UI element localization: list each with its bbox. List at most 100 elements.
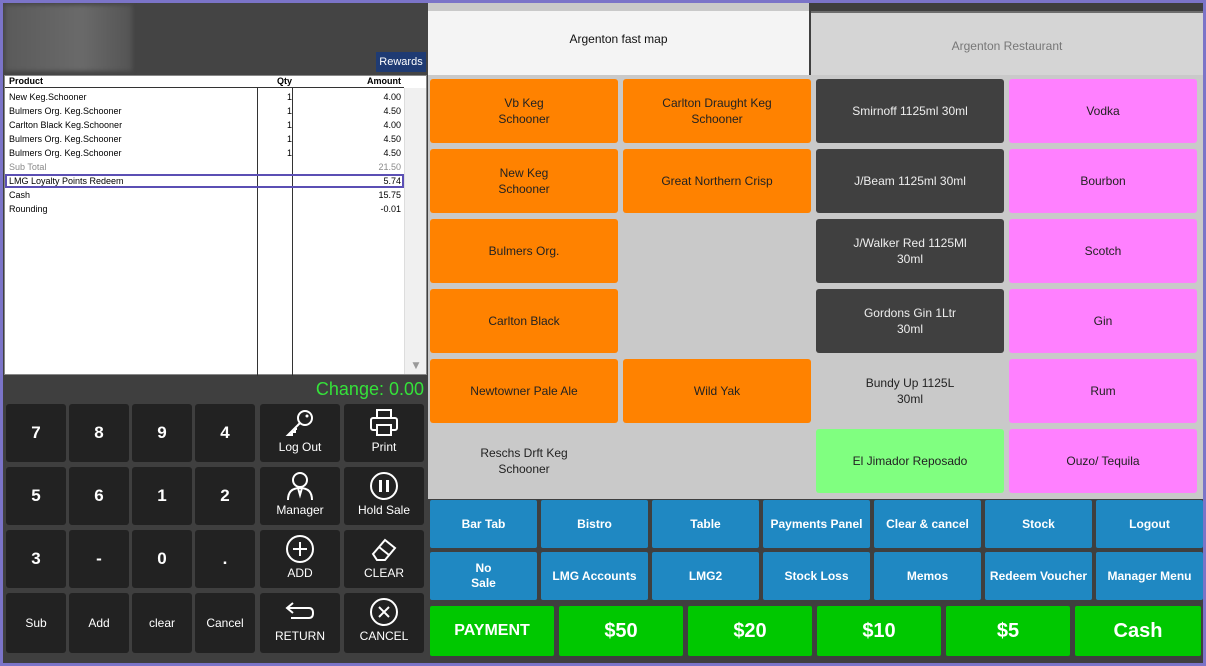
tab-argenton-restaurant[interactable]: Argenton Restaurant xyxy=(811,13,1203,75)
receipt-row[interactable]: Bulmers Org. Keg.Schooner 1 4.50 xyxy=(5,132,404,146)
key-7[interactable]: 7 xyxy=(6,404,66,462)
product-newtowner-pale-ale[interactable]: Newtowner Pale Ale xyxy=(430,359,618,423)
payment-button[interactable]: PAYMENT xyxy=(430,606,554,656)
row-amount: 15.75 xyxy=(378,190,401,200)
product-smirnoff[interactable]: Smirnoff 1125ml 30ml xyxy=(816,79,1004,143)
stock-button[interactable]: Stock xyxy=(985,500,1092,548)
key-clear[interactable]: clear xyxy=(132,593,192,653)
row-amount: 21.50 xyxy=(378,162,401,172)
pay-20-button[interactable]: $20 xyxy=(688,606,812,656)
key-5[interactable]: 5 xyxy=(6,467,66,525)
key-1[interactable]: 1 xyxy=(132,467,192,525)
cash-row[interactable]: Cash 15.75 xyxy=(5,188,404,202)
product-bulmers-org[interactable]: Bulmers Org. xyxy=(430,219,618,283)
pay-10-button[interactable]: $10 xyxy=(817,606,941,656)
hold-sale-label: Hold Sale xyxy=(357,503,411,517)
key-3[interactable]: 3 xyxy=(6,530,66,588)
no-sale-button[interactable]: No Sale xyxy=(430,552,537,600)
key-minus[interactable]: - xyxy=(69,530,129,588)
key-4[interactable]: 4 xyxy=(195,404,255,462)
receipt-row[interactable]: Bulmers Org. Keg.Schooner 1 4.50 xyxy=(5,146,404,160)
product-jbeam[interactable]: J/Beam 1125ml 30ml xyxy=(816,149,1004,213)
product-jwalker-red[interactable]: J/Walker Red 1125Ml 30ml xyxy=(816,219,1004,283)
key-9[interactable]: 9 xyxy=(132,404,192,462)
column-divider xyxy=(292,88,293,376)
bistro-button[interactable]: Bistro xyxy=(541,500,648,548)
category-vodka[interactable]: Vodka xyxy=(1009,79,1197,143)
payments-panel-button[interactable]: Payments Panel xyxy=(763,500,870,548)
column-divider xyxy=(257,88,258,376)
category-scotch[interactable]: Scotch xyxy=(1009,219,1197,283)
scroll-down-icon[interactable]: ▼ xyxy=(412,361,420,371)
product-wild-yak[interactable]: Wild Yak xyxy=(623,359,811,423)
receipt-list[interactable]: Product Qty Amount New Keg.Schooner 1 4.00… xyxy=(4,75,427,376)
product-carlton-black[interactable]: Carlton Black xyxy=(430,289,618,353)
clear-cancel-button[interactable]: Clear & cancel xyxy=(874,500,981,548)
product-carlton-draught-keg-schooner[interactable]: Carlton Draught Keg Schooner xyxy=(623,79,811,143)
row-amount: 5.74 xyxy=(383,176,401,186)
key-cancel[interactable]: Cancel xyxy=(195,593,255,653)
print-button[interactable]: Print xyxy=(344,404,424,462)
row-product: Bulmers Org. Keg.Schooner xyxy=(9,148,122,158)
cancel-button[interactable]: CANCEL xyxy=(344,593,424,653)
key-8[interactable]: 8 xyxy=(69,404,129,462)
tab-argenton-fast-map[interactable]: Argenton fast map xyxy=(428,11,809,75)
row-qty: 1 xyxy=(286,120,292,130)
category-rum[interactable]: Rum xyxy=(1009,359,1197,423)
add-button[interactable]: ADD xyxy=(260,530,340,588)
key-2[interactable]: 2 xyxy=(195,467,255,525)
subtotal-row[interactable]: Sub Total 21.50 xyxy=(5,160,404,174)
rewards-button[interactable]: Rewards xyxy=(376,52,426,72)
lmg2-button[interactable]: LMG2 xyxy=(652,552,759,600)
product-new-keg-schooner[interactable]: New Keg Schooner xyxy=(430,149,618,213)
receipt-row[interactable]: Bulmers Org. Keg.Schooner 1 4.50 xyxy=(5,104,404,118)
receipt-row[interactable]: Carlton Black Keg.Schooner 1 4.00 xyxy=(5,118,404,132)
bar-tab-button[interactable]: Bar Tab xyxy=(430,500,537,548)
logo-image xyxy=(5,5,132,71)
product-reschs-drft-keg-schooner[interactable]: Reschs Drft Keg Schooner xyxy=(480,446,568,476)
redeem-voucher-button[interactable]: Redeem Voucher xyxy=(985,552,1092,600)
loyalty-row[interactable]: LMG Loyalty Points Redeem 5.74 xyxy=(5,174,404,188)
receipt-row[interactable]: New Keg.Schooner 1 4.00 xyxy=(5,90,404,104)
row-qty: 1 xyxy=(286,92,292,102)
manager-button[interactable]: Manager xyxy=(260,467,340,525)
key-add[interactable]: Add xyxy=(69,593,129,653)
add-label: ADD xyxy=(287,566,313,580)
row-product: LMG Loyalty Points Redeem xyxy=(9,176,124,186)
row-product: Carlton Black Keg.Schooner xyxy=(9,120,123,130)
product-vb-keg-schooner[interactable]: Vb Keg Schooner xyxy=(430,79,618,143)
pause-icon xyxy=(370,472,398,500)
product-gordons-gin[interactable]: Gordons Gin 1Ltr 30ml xyxy=(816,289,1004,353)
key-sub[interactable]: Sub xyxy=(6,593,66,653)
logout-button[interactable]: Log Out xyxy=(260,404,340,462)
memos-button[interactable]: Memos xyxy=(874,552,981,600)
product-bundy-up[interactable]: Bundy Up 1125L 30ml xyxy=(865,376,955,406)
logout-label: Log Out xyxy=(278,440,322,454)
pay-50-button[interactable]: $50 xyxy=(559,606,683,656)
lmg-accounts-button[interactable]: LMG Accounts xyxy=(541,552,648,600)
hold-sale-button[interactable]: Hold Sale xyxy=(344,467,424,525)
right-panel: Argenton fast map Argenton Restaurant Vb… xyxy=(428,3,1203,663)
row-amount: -0.01 xyxy=(380,204,401,214)
category-gin[interactable]: Gin xyxy=(1009,289,1197,353)
key-decimal[interactable]: . xyxy=(195,530,255,588)
manager-menu-button[interactable]: Manager Menu xyxy=(1096,552,1203,600)
row-product: Rounding xyxy=(9,204,48,214)
logout-menu-button[interactable]: Logout xyxy=(1096,500,1203,548)
category-ouzo-tequila[interactable]: Ouzo/ Tequila xyxy=(1009,429,1197,493)
product-el-jimador-reposado[interactable]: El Jimador Reposado xyxy=(816,429,1004,493)
product-great-northern-crisp[interactable]: Great Northern Crisp xyxy=(623,149,811,213)
table-button[interactable]: Table xyxy=(652,500,759,548)
receipt-scrollbar[interactable]: ▼ xyxy=(404,88,426,374)
cash-button[interactable]: Cash xyxy=(1075,606,1201,656)
row-amount: 4.50 xyxy=(383,148,401,158)
stock-loss-button[interactable]: Stock Loss xyxy=(763,552,870,600)
key-0[interactable]: 0 xyxy=(132,530,192,588)
clear-button[interactable]: CLEAR xyxy=(344,530,424,588)
category-bourbon[interactable]: Bourbon xyxy=(1009,149,1197,213)
rounding-row[interactable]: Rounding -0.01 xyxy=(5,202,404,216)
key-6[interactable]: 6 xyxy=(69,467,129,525)
return-button[interactable]: RETURN xyxy=(260,593,340,653)
row-product: New Keg.Schooner xyxy=(9,92,87,102)
pay-5-button[interactable]: $5 xyxy=(946,606,1070,656)
